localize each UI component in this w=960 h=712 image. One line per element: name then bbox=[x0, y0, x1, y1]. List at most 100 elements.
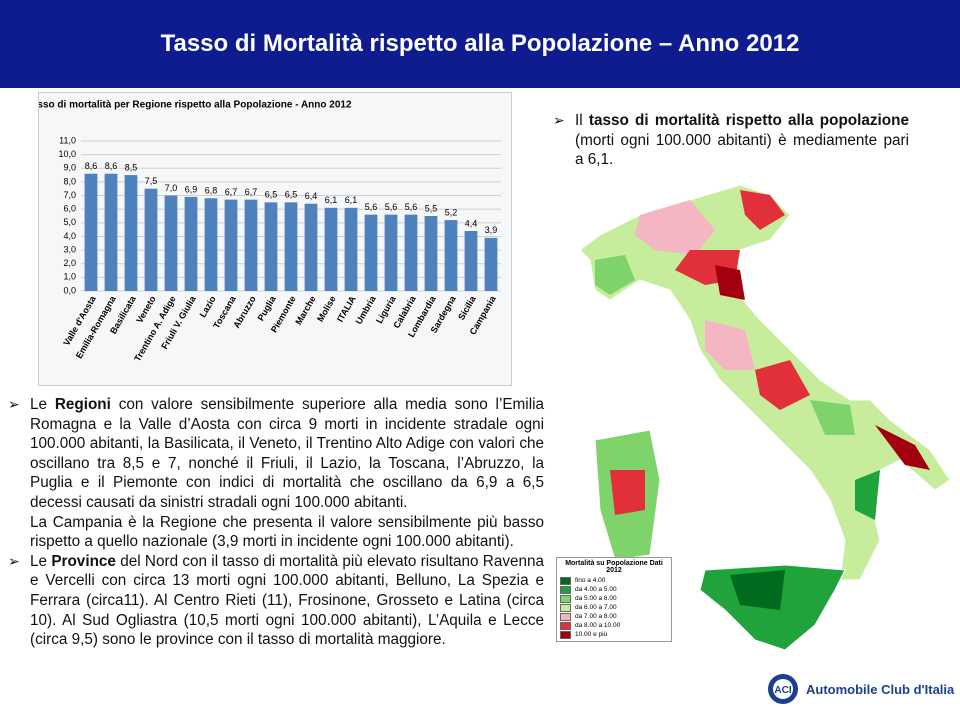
legend-label: da 8.00 a 10.00 bbox=[575, 622, 621, 629]
value-label: 6,1 bbox=[345, 195, 358, 205]
text-run: Province bbox=[51, 552, 116, 570]
legend-item: da 8.00 a 10.00 bbox=[560, 621, 668, 630]
area bbox=[755, 360, 810, 410]
legend-label: da 7.00 a 8.00 bbox=[575, 613, 617, 620]
logo: ACI Automobile Club d'Italia bbox=[766, 672, 954, 706]
chart-title: Tasso di mortalità per Regione rispetto … bbox=[38, 100, 352, 111]
value-label: 5,6 bbox=[365, 202, 378, 212]
legend-label: da 5.00 a 6.00 bbox=[575, 595, 617, 602]
value-label: 8,5 bbox=[125, 162, 138, 172]
y-tick-label: 3,0 bbox=[63, 244, 76, 254]
value-label: 8,6 bbox=[85, 161, 98, 171]
text-run: Il bbox=[575, 112, 589, 129]
legend-item: da 6.00 a 7.00 bbox=[560, 603, 668, 612]
y-tick-label: 1,0 bbox=[63, 272, 76, 282]
bar bbox=[264, 202, 278, 291]
text-run: (morti ogni 100.000 abitanti) è mediamen… bbox=[575, 131, 909, 169]
paragraph: Le Province del Nord con il tasso di mor… bbox=[30, 552, 544, 650]
legend-label: da 4.00 a 5.00 bbox=[575, 586, 617, 593]
value-label: 3,9 bbox=[485, 225, 498, 235]
y-tick-label: 10,0 bbox=[58, 149, 76, 159]
legend-swatch bbox=[560, 585, 571, 594]
legend-label: da 6.00 a 7.00 bbox=[575, 604, 617, 611]
chart: Tasso di mortalità per Regione rispetto … bbox=[38, 92, 512, 386]
y-tick-label: 8,0 bbox=[63, 176, 76, 186]
bar bbox=[104, 173, 118, 291]
text-run: tasso di mortalità rispetto alla popolaz… bbox=[588, 112, 909, 129]
legend-title: Mortalità su Popolazione Dati 2012 bbox=[565, 560, 663, 574]
area bbox=[595, 255, 635, 295]
bar bbox=[144, 188, 158, 291]
bar bbox=[484, 237, 498, 291]
value-label: 6,7 bbox=[225, 187, 238, 197]
value-label: 8,6 bbox=[105, 161, 118, 171]
legend-swatch bbox=[560, 576, 571, 585]
value-label: 6,5 bbox=[265, 190, 278, 200]
bar bbox=[384, 214, 398, 291]
area bbox=[635, 200, 715, 255]
x-tick-label: Lazio bbox=[198, 294, 218, 319]
bar bbox=[184, 196, 198, 291]
legend-swatch bbox=[560, 630, 571, 639]
text-run: Le bbox=[30, 396, 55, 413]
bar bbox=[404, 214, 418, 291]
value-label: 6,8 bbox=[205, 186, 218, 196]
value-label: 5,5 bbox=[425, 203, 438, 213]
area bbox=[610, 470, 645, 515]
paragraph: Le Regioni con valore sensibilmente supe… bbox=[30, 395, 544, 513]
value-label: 7,0 bbox=[165, 183, 178, 193]
legend-item: fino a 4.00 bbox=[560, 576, 668, 585]
area bbox=[740, 190, 785, 230]
bar bbox=[344, 207, 358, 291]
y-tick-label: 4,0 bbox=[63, 231, 76, 241]
bar bbox=[164, 195, 178, 291]
legend-swatch bbox=[560, 621, 571, 630]
legend-swatch bbox=[560, 594, 571, 603]
value-label: 5,6 bbox=[405, 202, 418, 212]
bar bbox=[424, 216, 438, 291]
area bbox=[705, 320, 755, 370]
legend-swatch bbox=[560, 612, 571, 621]
bar bbox=[204, 198, 218, 291]
value-label: 5,6 bbox=[385, 202, 398, 212]
intro-text: Il tasso di mortalità rispetto alla popo… bbox=[553, 111, 909, 170]
value-label: 7,5 bbox=[145, 176, 158, 186]
legend-item: 10.00 e più bbox=[560, 630, 668, 639]
bar bbox=[284, 202, 298, 291]
legend-swatch bbox=[560, 603, 571, 612]
bar bbox=[244, 199, 258, 291]
value-label: 6,9 bbox=[185, 184, 198, 194]
area bbox=[810, 400, 855, 435]
value-label: 6,7 bbox=[245, 187, 258, 197]
bar bbox=[124, 175, 138, 291]
y-tick-label: 0,0 bbox=[63, 285, 76, 295]
value-label: 4,4 bbox=[465, 218, 478, 228]
map-legend: Mortalità su Popolazione Dati 2012 fino … bbox=[556, 557, 672, 642]
slide-title: Tasso di Mortalità rispetto alla Popolaz… bbox=[0, 0, 960, 88]
bar bbox=[224, 199, 238, 291]
y-tick-label: 7,0 bbox=[63, 190, 76, 200]
text-run: Le bbox=[30, 552, 52, 570]
legend-item: da 5.00 a 6.00 bbox=[560, 594, 668, 603]
map bbox=[579, 184, 951, 651]
paragraph: La Campania è la Regione che presenta il… bbox=[30, 513, 544, 552]
legend-label: fino a 4.00 bbox=[575, 577, 606, 584]
area bbox=[875, 425, 930, 470]
y-tick-label: 2,0 bbox=[63, 258, 76, 268]
logo-emblem: ACI bbox=[768, 674, 798, 704]
bar bbox=[464, 231, 478, 291]
bar bbox=[304, 203, 318, 291]
value-label: 5,2 bbox=[445, 207, 458, 217]
bar bbox=[84, 173, 98, 291]
legend-item: da 7.00 a 8.00 bbox=[560, 612, 668, 621]
area bbox=[730, 570, 785, 610]
text-run: con valore sensibilmente superiore alla … bbox=[30, 396, 544, 511]
value-label: 6,4 bbox=[305, 191, 318, 201]
text-run: La Campania è la Regione che presenta il… bbox=[30, 513, 544, 551]
y-tick-label: 6,0 bbox=[63, 204, 76, 214]
value-label: 6,5 bbox=[285, 190, 298, 200]
bar bbox=[444, 220, 458, 291]
y-tick-label: 5,0 bbox=[63, 217, 76, 227]
legend-item: da 4.00 a 5.00 bbox=[560, 585, 668, 594]
